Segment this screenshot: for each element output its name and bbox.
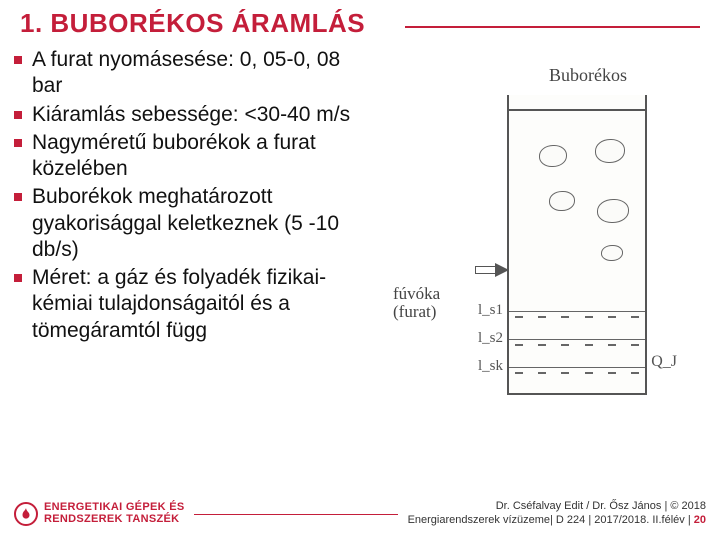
nozzle-icon — [475, 263, 511, 277]
footer-rule — [194, 514, 397, 515]
diagram-title: Buborékos — [549, 65, 627, 86]
slide-title: 1. BUBORÉKOS ÁRAMLÁS — [20, 8, 365, 39]
bullet-item: Buborékok meghatározott gyakorisággal ke… — [2, 184, 357, 263]
section-label: l_s1 — [478, 302, 503, 319]
title-row: 1. BUBORÉKOS ÁRAMLÁS — [0, 0, 720, 45]
section-divider: l_s2 — [509, 339, 645, 340]
bullet-item: Nagyméretű buborékok a furat közelében — [2, 130, 357, 183]
section-label: l_s2 — [478, 330, 503, 347]
bullet-list: A furat nyomásesése: 0, 05-0, 08 bar Kiá… — [2, 47, 357, 344]
credits-line: Energiarendszerek vízüzeme| D 224 | 2017… — [408, 514, 706, 528]
diagram-column: Buborékos l_s1 l_s2 — [357, 47, 708, 447]
credits-line: Dr. Cséfalvay Edit / Dr. Ősz János | © 2… — [408, 500, 706, 514]
footer-credits: Dr. Cséfalvay Edit / Dr. Ősz János | © 2… — [408, 500, 706, 528]
dept-logo: ENERGETIKAI GÉPEK ÉS RENDSZEREK TANSZÉK — [14, 502, 184, 526]
dept-name: ENERGETIKAI GÉPEK ÉS RENDSZEREK TANSZÉK — [44, 502, 184, 525]
bubble-icon — [595, 139, 625, 163]
title-rule — [405, 26, 700, 28]
nozzle-label: fúvóka (furat) — [393, 285, 440, 321]
column-outline: l_s1 l_s2 l_sk Q_J — [507, 95, 647, 395]
liquid-surface — [509, 109, 645, 111]
dept-line: RENDSZEREK TANSZÉK — [44, 514, 184, 526]
footer: ENERGETIKAI GÉPEK ÉS RENDSZEREK TANSZÉK … — [0, 492, 720, 540]
section-label: l_sk — [478, 358, 503, 375]
bubble-icon — [539, 145, 567, 167]
flow-label: Q_J — [651, 353, 677, 371]
bullet-item: A furat nyomásesése: 0, 05-0, 08 bar — [2, 47, 357, 100]
bubble-icon — [549, 191, 575, 211]
section-divider: l_s1 — [509, 311, 645, 312]
bullet-column: A furat nyomásesése: 0, 05-0, 08 bar Kiá… — [2, 47, 357, 447]
page-number: 20 — [694, 514, 706, 526]
section-divider: l_sk — [509, 367, 645, 368]
bubble-column-diagram: Buborékos l_s1 l_s2 — [367, 47, 677, 447]
flame-icon — [14, 502, 38, 526]
slide: 1. BUBORÉKOS ÁRAMLÁS A furat nyomásesése… — [0, 0, 720, 540]
bullet-item: Méret: a gáz és folyadék fizikai-kémiai … — [2, 265, 357, 344]
bullet-item: Kiáramlás sebessége: <30-40 m/s — [2, 102, 357, 128]
bubble-icon — [597, 199, 629, 223]
bubble-icon — [601, 245, 623, 261]
credits-text: Energiarendszerek vízüzeme| D 224 | 2017… — [408, 514, 694, 526]
body: A furat nyomásesése: 0, 05-0, 08 bar Kiá… — [0, 45, 720, 447]
